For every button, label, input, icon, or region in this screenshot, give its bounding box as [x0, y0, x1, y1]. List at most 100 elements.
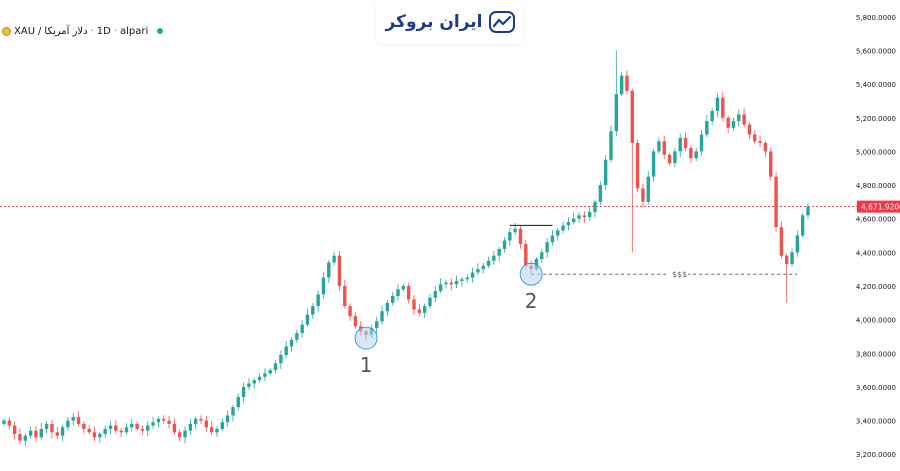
candle-body — [428, 297, 432, 307]
candle-body — [375, 321, 379, 329]
symbol-header[interactable]: XAU / دلار آمریکا · 1D · alpari — [2, 24, 164, 38]
candle-body — [28, 430, 33, 436]
candle-body — [438, 284, 443, 292]
candle-body — [710, 111, 714, 122]
candle-body — [774, 176, 778, 228]
price-tick-label: 4,400.0000 — [856, 249, 896, 257]
candle-body — [619, 75, 624, 95]
price-tick-label: 4,800.0000 — [856, 182, 896, 190]
candle-body — [343, 285, 347, 307]
quote-currency: دلار آمریکا — [44, 25, 88, 37]
candle-body — [657, 141, 661, 152]
candle-body — [603, 159, 608, 186]
candle-body — [178, 432, 182, 438]
candle-body — [545, 242, 549, 253]
candle-body — [183, 430, 187, 438]
candle-body — [321, 277, 326, 295]
candle-body — [231, 407, 235, 416]
candle-body — [103, 428, 107, 434]
candle-body — [763, 142, 768, 152]
candle-body — [241, 386, 246, 397]
symbol-label: XAU — [14, 25, 36, 37]
price-tick-label: 4,000.0000 — [856, 317, 896, 325]
candle-body — [646, 176, 650, 202]
candle-body — [625, 75, 629, 91]
candle-body — [449, 282, 453, 285]
candle-body — [614, 94, 619, 132]
candle-body — [108, 425, 113, 429]
annotation-number: 2 — [525, 289, 538, 313]
candle-body — [34, 430, 38, 438]
current-price-tag: 4,671.9200 — [857, 200, 900, 213]
candle-body — [454, 280, 459, 285]
candle-body — [76, 417, 81, 424]
candle-body — [444, 282, 448, 285]
price-axis: 3,200.0000 3,400.0000 3,600.0000 3,800.0000… — [856, 14, 896, 459]
candle-body — [18, 433, 22, 441]
candle-body — [225, 415, 230, 423]
candle-body — [151, 422, 155, 426]
candle-body — [705, 121, 709, 135]
candle-body — [82, 423, 86, 429]
markers: 12 — [354, 262, 543, 377]
gold-coin-icon — [2, 26, 11, 36]
chart-logo-icon — [488, 11, 515, 33]
candle-body — [556, 230, 560, 236]
liquidity-label: $$$ — [672, 270, 687, 279]
candle-body — [737, 114, 741, 122]
candle-body — [673, 151, 677, 164]
candle-body — [481, 265, 485, 270]
candle-body — [609, 131, 613, 160]
candle-body — [156, 418, 161, 423]
current-price-label: 4,671.9200 — [861, 203, 900, 212]
candle-body — [87, 428, 91, 433]
interval-label: 1D — [96, 25, 111, 37]
candle-body — [795, 235, 800, 253]
candle-body — [199, 418, 203, 421]
candle-body — [422, 306, 427, 313]
candle-body — [305, 314, 310, 325]
candle-body — [747, 124, 752, 135]
candle-body — [252, 380, 256, 384]
candle-body — [119, 430, 123, 433]
candle-body — [295, 333, 299, 340]
candle-body — [731, 121, 736, 128]
candle-body — [98, 433, 102, 438]
candle-body — [715, 97, 720, 112]
candles — [2, 50, 810, 446]
candle-body — [236, 396, 240, 408]
annotation-number: 1 — [360, 353, 373, 377]
candle-body — [311, 306, 315, 315]
candle-body — [785, 255, 789, 265]
candle-body — [753, 134, 757, 142]
header-separator-2: · — [113, 25, 117, 37]
candle-body — [699, 134, 704, 152]
candle-body — [300, 324, 304, 334]
candle-body — [220, 422, 225, 429]
candle-body — [534, 259, 539, 270]
candle-body — [641, 188, 645, 202]
candle-body — [593, 201, 597, 212]
header-separator-1: · — [90, 25, 94, 37]
price-tick-label: 4,600.0000 — [856, 216, 896, 224]
price-tick-label: 5,400.0000 — [856, 81, 896, 89]
candle-body — [146, 425, 150, 431]
candle-body — [348, 306, 352, 317]
price-tick-label: 3,800.0000 — [856, 350, 896, 358]
candle-body — [279, 354, 283, 364]
candle-body — [683, 137, 688, 149]
candle-body — [769, 151, 773, 177]
brand-logo: ایران بروکر — [376, 0, 524, 44]
candle-body — [721, 97, 725, 118]
candle-body — [577, 215, 581, 219]
candle-body — [71, 417, 75, 421]
price-tick-label: 5,000.0000 — [856, 148, 896, 156]
candle-body — [7, 420, 12, 426]
candle-body — [114, 425, 118, 431]
candle-body — [193, 418, 198, 424]
candle-body — [502, 240, 507, 249]
price-tick-label: 3,200.0000 — [856, 451, 896, 459]
candle-body — [55, 432, 59, 436]
candle-body — [561, 225, 565, 231]
